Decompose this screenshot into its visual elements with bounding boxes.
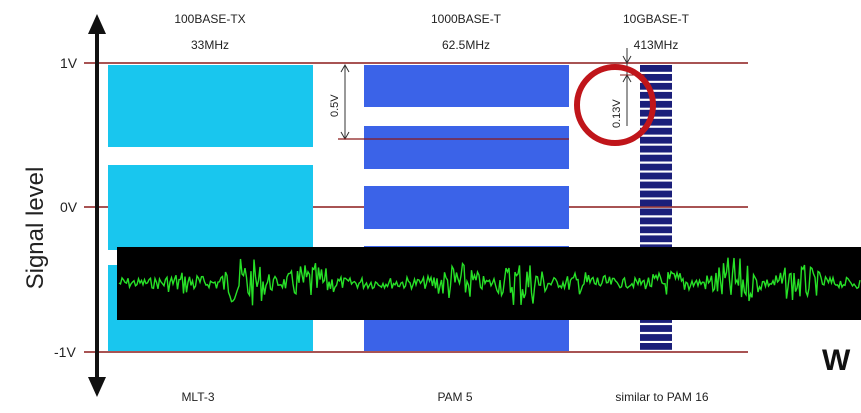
highlight-circle — [574, 64, 656, 146]
pam16-stripe — [640, 208, 672, 216]
pam16-stripe — [640, 343, 672, 350]
pam16-stripe — [640, 118, 672, 126]
pam16-stripe — [640, 190, 672, 198]
pam5-level-3 — [364, 186, 569, 229]
col-1-name: 100BASE-TX — [174, 12, 246, 26]
pam5-step-label: 0.5V — [329, 94, 341, 117]
pam16-stripe — [640, 235, 672, 243]
y-tick-0v: 0V — [60, 199, 78, 215]
col-2-freq: 62.5MHz — [441, 38, 491, 52]
noise-waveform — [118, 257, 861, 306]
y-axis-arrow-down — [88, 377, 106, 397]
mlt3-level-zero — [108, 165, 313, 250]
overlay-letter: W — [822, 344, 851, 377]
y-axis-title: Signal level — [22, 166, 49, 290]
noise-strip-bg — [117, 247, 861, 320]
pam16-stripe — [640, 334, 672, 341]
pam5-level-2 — [364, 126, 569, 169]
pam16-stripe — [640, 127, 672, 135]
pam16-stripe — [640, 65, 672, 72]
pam16-stripe — [640, 82, 672, 90]
col-3-freq: 413MHz — [633, 38, 679, 52]
pam16-stripe — [640, 136, 672, 144]
col-3-encoding: similar to PAM 16 — [615, 390, 709, 404]
col-1-encoding: MLT-3 — [181, 390, 215, 404]
y-tick-1v: 1V — [60, 55, 78, 71]
y-axis-arrow-up — [88, 14, 106, 34]
pam16-stripe — [640, 325, 672, 332]
pam5-dim-arrow-top — [340, 63, 350, 73]
col-2-name: 1000BASE-T — [430, 12, 502, 26]
mlt3-level-high — [108, 65, 313, 147]
col-3-name: 10GBASE-T — [622, 12, 690, 26]
pam16-stripe — [640, 100, 672, 108]
pam16-step-label: 0.13V — [611, 99, 623, 128]
pam16-stripe — [640, 109, 672, 117]
col-1-freq: 33MHz — [190, 38, 230, 52]
pam16-stripe — [640, 163, 672, 171]
y-tick-minus1v: -1V — [54, 344, 76, 360]
pam16-dim-arrow-top — [622, 55, 632, 65]
pam16-stripe — [640, 226, 672, 234]
pam5-level-1 — [364, 65, 569, 107]
pam16-stripe — [640, 145, 672, 153]
pam16-stripe — [640, 217, 672, 225]
pam16-stripe — [640, 154, 672, 162]
pam16-stripe — [640, 74, 672, 81]
pam16-stripe — [640, 172, 672, 180]
col-2-encoding: PAM 5 — [437, 390, 473, 404]
pam16-stripe — [640, 181, 672, 189]
pam16-stripe — [640, 91, 672, 99]
pam16-stripe — [640, 199, 672, 207]
